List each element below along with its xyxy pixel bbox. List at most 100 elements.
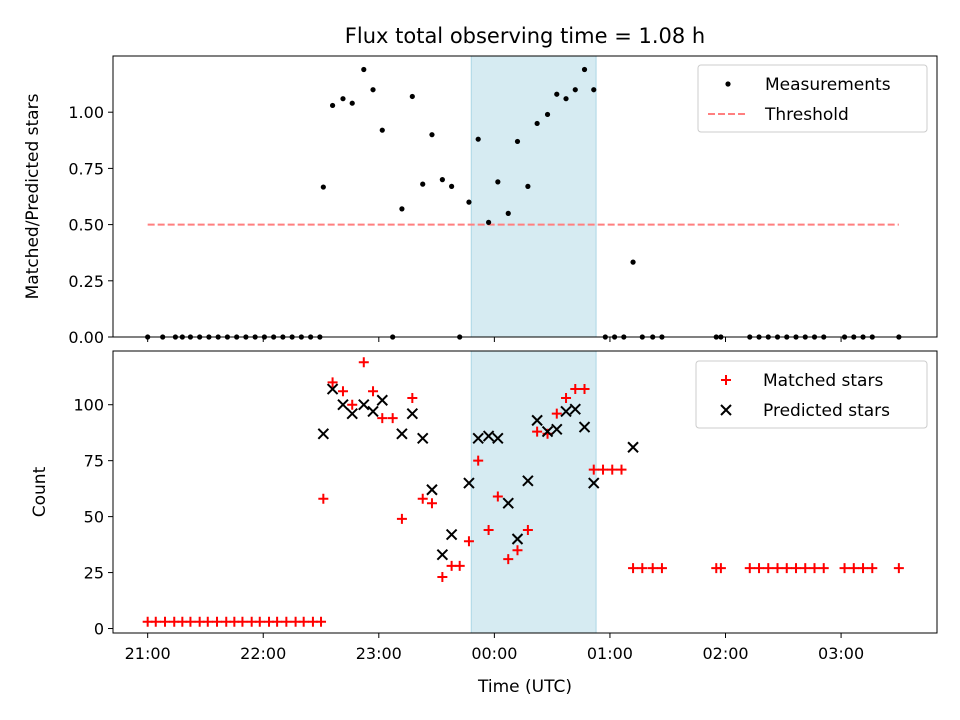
predicted-star-point: [569, 403, 581, 415]
measurement-point: [495, 179, 501, 185]
count-shaded-window: [470, 350, 597, 634]
matched-star-point: [437, 572, 448, 583]
count-y-axis-label: Count: [30, 466, 50, 517]
predicted-star-point: [326, 383, 339, 395]
matched-star-point: [473, 455, 484, 466]
matched-star-point: [377, 413, 388, 424]
legend-measurements-marker: [725, 81, 731, 87]
matched-star-point: [616, 464, 627, 475]
predicted-star-point: [376, 394, 388, 406]
predicted-star-point: [426, 484, 438, 496]
measurement-point: [581, 66, 588, 73]
y-tick-label: 25: [84, 564, 104, 583]
matched-star-point: [579, 384, 590, 395]
matched-star-point: [318, 493, 329, 504]
measurement-point: [534, 120, 540, 127]
legend-predicted-label: Predicted stars: [763, 401, 890, 421]
measurement-point: [591, 87, 597, 93]
measurement-point: [505, 210, 511, 216]
x-tick-label: 02:00: [702, 644, 748, 663]
matched-star-point: [754, 563, 765, 574]
predicted-star-point: [337, 399, 349, 411]
matched-star-point: [656, 563, 667, 574]
measurement-point: [466, 199, 472, 205]
predicted-star-point: [588, 477, 600, 489]
predicted-star-point: [627, 441, 639, 453]
legend-predicted-marker: [720, 404, 732, 416]
y-tick-label: 50: [84, 508, 104, 527]
measurement-point: [320, 184, 326, 190]
matched-star-point: [715, 563, 726, 574]
measurement-point: [544, 111, 551, 118]
matched-star-point: [839, 563, 850, 574]
predicted-star-point: [436, 548, 449, 561]
predicted-star-point: [463, 477, 475, 489]
y-tick-label: 100: [73, 396, 104, 415]
measurement-point: [475, 136, 481, 142]
measurement-point: [361, 66, 367, 73]
matched-star-point: [800, 563, 811, 574]
matched-star-point: [744, 563, 755, 574]
y-tick-label: 0.25: [68, 272, 104, 291]
legend-measurements-label: Measurements: [765, 75, 891, 95]
measurement-point: [563, 96, 569, 102]
measurement-point: [439, 177, 445, 183]
matched-star-point: [407, 393, 418, 403]
y-tick-label: 1.00: [68, 103, 104, 122]
matched-star-point: [237, 616, 248, 627]
predicted-star-point: [578, 421, 591, 433]
matched-star-point: [316, 616, 327, 627]
matched-star-point: [867, 563, 878, 574]
measurement-point: [340, 96, 346, 102]
predicted-star-point: [541, 425, 554, 438]
predicted-star-point: [396, 428, 408, 440]
measurement-point: [370, 87, 376, 93]
matched-star-point: [272, 616, 283, 627]
matched-star-point: [848, 563, 859, 574]
matched-star-point: [396, 513, 407, 524]
matched-star-point: [281, 616, 292, 627]
y-tick-label: 0.50: [68, 216, 104, 235]
y-tick-label: 0: [94, 620, 104, 639]
x-tick-label: 23:00: [356, 644, 402, 663]
matched-star-point: [637, 563, 648, 574]
predicted-star-point: [358, 399, 370, 411]
matched-star-point: [347, 399, 358, 410]
predicted-star-point: [551, 423, 563, 436]
matched-star-point: [185, 616, 196, 627]
matched-star-point: [503, 554, 514, 565]
matched-star-point: [570, 384, 581, 395]
ratio-y-axis-label: Matched/Predicted stars: [23, 93, 43, 299]
x-tick-label: 22:00: [240, 644, 286, 663]
predicted-star-point: [346, 407, 358, 420]
predicted-star-point: [367, 405, 379, 418]
matched-star-point: [781, 563, 792, 574]
measurement-point: [554, 91, 560, 97]
measurement-point: [329, 102, 336, 109]
count-panel: 0 25 50 75 100 21:00 22:00 23:00 00:00 01:00 02:00…: [30, 350, 938, 663]
matched-star-point: [628, 563, 639, 574]
matched-star-point: [532, 426, 543, 437]
x-tick-label: 03:00: [818, 644, 864, 663]
measurement-point: [409, 93, 415, 100]
measurement-point: [572, 87, 578, 93]
matched-star-point: [327, 377, 338, 388]
matched-star-point: [588, 464, 599, 475]
predicted-star-point: [472, 432, 484, 444]
predicted-star-point: [511, 533, 524, 545]
predicted-star-point: [560, 405, 572, 418]
matched-star-point: [426, 498, 437, 509]
matched-star-point: [551, 408, 562, 419]
measurement-point: [379, 127, 385, 133]
matched-star-point: [607, 464, 618, 475]
predicted-star-point: [502, 497, 514, 509]
ratio-legend: Measurements Threshold: [697, 64, 928, 133]
x-axis-label: Time (UTC): [477, 677, 572, 697]
matched-star-point: [791, 563, 802, 574]
measurement-point: [420, 181, 426, 187]
ratio-shaded-window: [470, 55, 597, 338]
matched-star-point: [150, 616, 161, 627]
matched-star-point: [202, 616, 213, 627]
predicted-star-point: [417, 432, 429, 444]
